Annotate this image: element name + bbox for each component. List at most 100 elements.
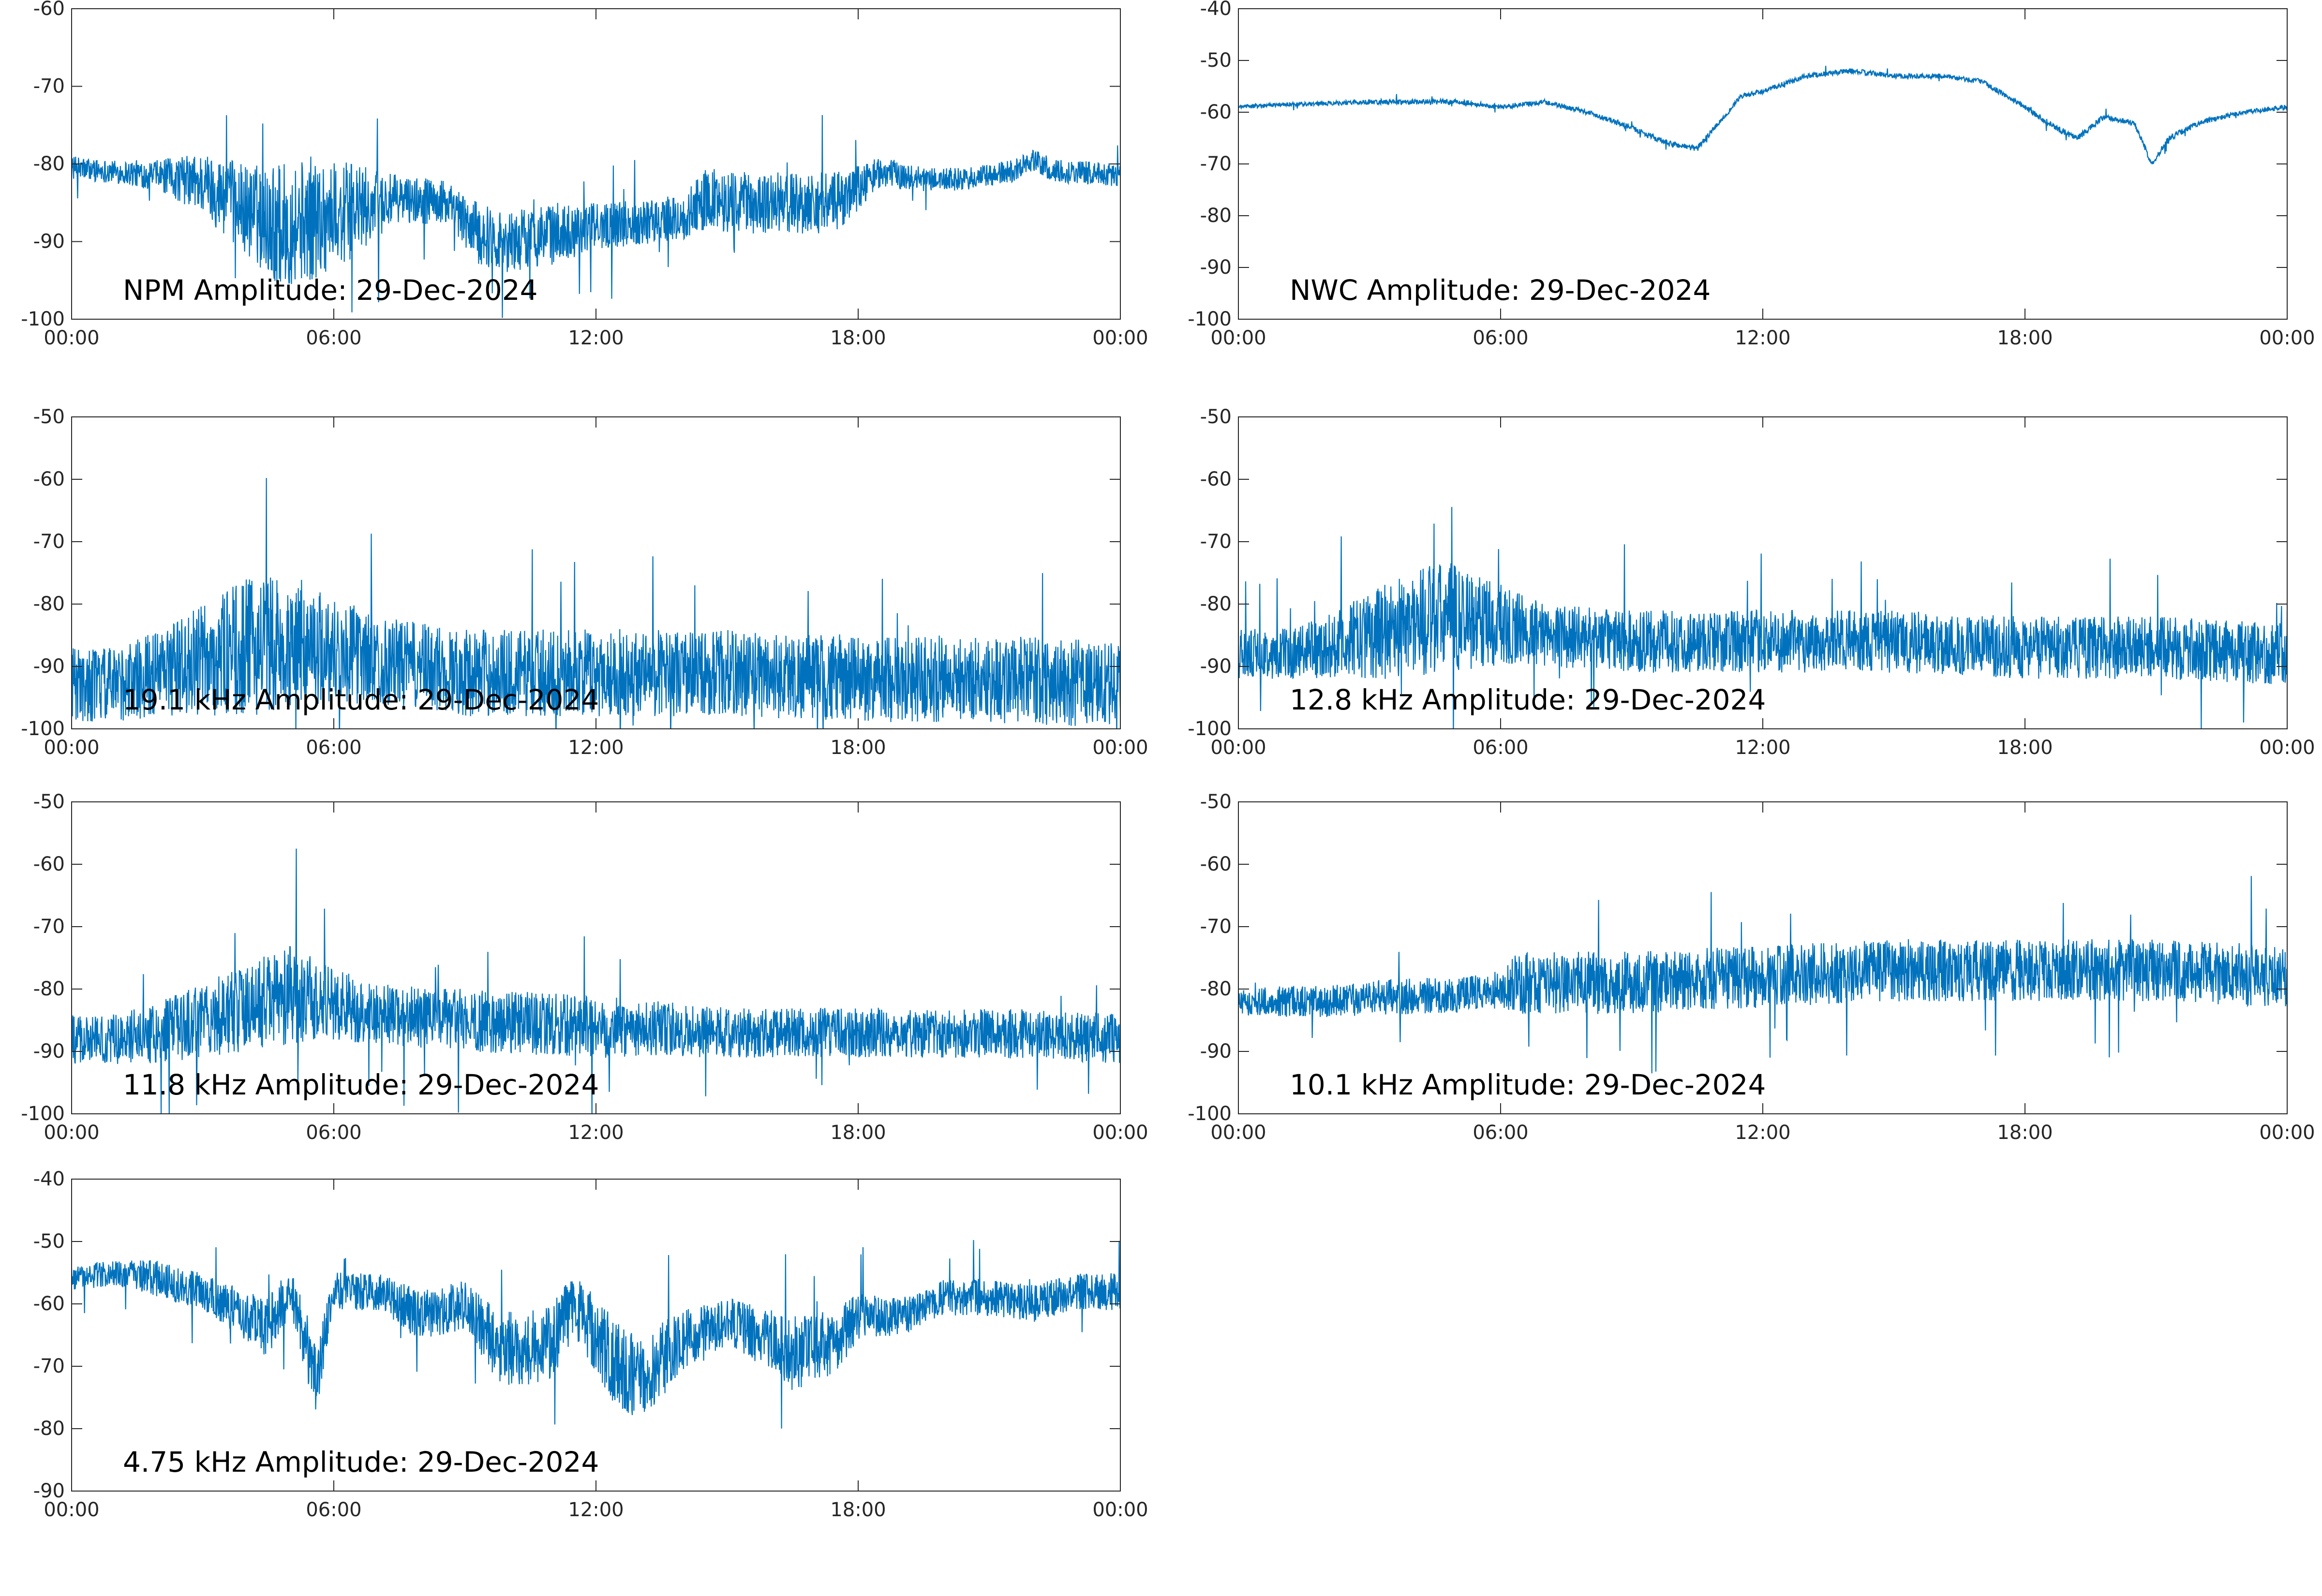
y-tick-label: -90 bbox=[33, 655, 65, 678]
y-tick-label: -90 bbox=[33, 1040, 65, 1063]
x-tick-label: 12:00 bbox=[568, 1122, 624, 1144]
y-tick-label: -60 bbox=[33, 1293, 65, 1315]
chart-title: 10.1 kHz Amplitude: 29-Dec-2024 bbox=[1290, 1068, 1766, 1101]
y-tick-label: -100 bbox=[1188, 718, 1232, 740]
x-tick-label: 00:00 bbox=[44, 737, 99, 759]
y-tick-label: -40 bbox=[1200, 0, 1232, 20]
series-line-1 bbox=[1238, 876, 2287, 1074]
y-tick-label: -80 bbox=[33, 1418, 65, 1440]
x-tick-label: 18:00 bbox=[1997, 327, 2053, 349]
x-tick-label: 06:00 bbox=[1473, 1122, 1528, 1144]
x-tick-label: 06:00 bbox=[306, 327, 361, 349]
chart-title: NPM Amplitude: 29-Dec-2024 bbox=[123, 274, 538, 307]
y-tick-label: -70 bbox=[1200, 916, 1232, 938]
y-tick-label: -80 bbox=[1200, 593, 1232, 615]
x-tick-label: 00:00 bbox=[44, 327, 99, 349]
x-tick-label: 12:00 bbox=[568, 327, 624, 349]
y-tick-label: -100 bbox=[21, 308, 65, 330]
x-tick-label: 06:00 bbox=[306, 1499, 361, 1521]
x-tick-label: 18:00 bbox=[830, 1499, 886, 1521]
series-line-1 bbox=[72, 1240, 1120, 1429]
x-tick-label: 00:00 bbox=[1092, 1499, 1148, 1521]
y-tick-label: -60 bbox=[33, 468, 65, 490]
x-tick-label: 00:00 bbox=[2259, 1122, 2315, 1144]
chart-title: 4.75 kHz Amplitude: 29-Dec-2024 bbox=[123, 1446, 599, 1478]
x-tick-label: 00:00 bbox=[1092, 737, 1148, 759]
y-tick-label: -70 bbox=[33, 75, 65, 98]
y-tick-label: -100 bbox=[1188, 308, 1232, 330]
y-tick-label: -60 bbox=[1200, 101, 1232, 123]
chart-title: 19.1 kHz Amplitude: 29-Dec-2024 bbox=[123, 683, 599, 716]
y-tick-label: -70 bbox=[1200, 531, 1232, 553]
y-tick-label: -90 bbox=[33, 1480, 65, 1502]
y-tick-label: -70 bbox=[1200, 153, 1232, 175]
x-tick-label: 00:00 bbox=[1092, 327, 1148, 349]
chart-title: NWC Amplitude: 29-Dec-2024 bbox=[1290, 274, 1711, 307]
x-tick-label: 12:00 bbox=[1735, 737, 1790, 759]
y-tick-label: -100 bbox=[21, 1103, 65, 1125]
y-tick-label: -60 bbox=[1200, 468, 1232, 490]
series-line-1 bbox=[72, 478, 1120, 729]
x-tick-label: 00:00 bbox=[2259, 737, 2315, 759]
y-tick-label: -80 bbox=[1200, 978, 1232, 1000]
series-line-1 bbox=[72, 115, 1120, 318]
chart-title: 12.8 kHz Amplitude: 29-Dec-2024 bbox=[1290, 683, 1766, 716]
y-tick-label: -50 bbox=[33, 406, 65, 428]
x-tick-label: 00:00 bbox=[1210, 737, 1266, 759]
y-tick-label: -80 bbox=[33, 978, 65, 1000]
y-tick-label: -80 bbox=[33, 153, 65, 175]
y-tick-label: -70 bbox=[33, 1355, 65, 1377]
x-tick-label: 06:00 bbox=[306, 737, 361, 759]
x-tick-label: 12:00 bbox=[1735, 327, 1790, 349]
x-tick-label: 00:00 bbox=[44, 1499, 99, 1521]
y-tick-label: -50 bbox=[33, 791, 65, 813]
y-tick-label: -50 bbox=[1200, 49, 1232, 72]
y-tick-label: -60 bbox=[1200, 853, 1232, 875]
x-tick-label: 12:00 bbox=[568, 1499, 624, 1521]
y-tick-label: -50 bbox=[1200, 791, 1232, 813]
y-tick-label: -60 bbox=[33, 0, 65, 20]
chart-title: 11.8 kHz Amplitude: 29-Dec-2024 bbox=[123, 1068, 599, 1101]
x-tick-label: 06:00 bbox=[1473, 737, 1528, 759]
x-tick-label: 00:00 bbox=[44, 1122, 99, 1144]
x-tick-label: 12:00 bbox=[1735, 1122, 1790, 1144]
y-tick-label: -60 bbox=[33, 853, 65, 875]
x-tick-label: 18:00 bbox=[830, 737, 886, 759]
x-tick-label: 18:00 bbox=[830, 1122, 886, 1144]
series-line-1 bbox=[1238, 65, 2287, 165]
x-tick-label: 18:00 bbox=[1997, 737, 2053, 759]
y-tick-label: -90 bbox=[1200, 256, 1232, 279]
y-tick-label: -50 bbox=[1200, 406, 1232, 428]
x-tick-label: 00:00 bbox=[1210, 1122, 1266, 1144]
x-tick-label: 00:00 bbox=[2259, 327, 2315, 349]
x-tick-label: 00:00 bbox=[1210, 327, 1266, 349]
y-tick-label: -90 bbox=[1200, 655, 1232, 678]
x-tick-label: 18:00 bbox=[830, 327, 886, 349]
y-tick-label: -80 bbox=[1200, 205, 1232, 227]
series-line-1 bbox=[72, 848, 1120, 1114]
y-tick-label: -70 bbox=[33, 531, 65, 553]
y-tick-label: -90 bbox=[33, 231, 65, 253]
y-tick-label: -100 bbox=[21, 718, 65, 740]
y-tick-label: -50 bbox=[33, 1230, 65, 1253]
x-tick-label: 12:00 bbox=[568, 737, 624, 759]
y-tick-label: -90 bbox=[1200, 1040, 1232, 1063]
x-tick-label: 06:00 bbox=[1473, 327, 1528, 349]
y-tick-label: -40 bbox=[33, 1168, 65, 1190]
y-tick-label: -70 bbox=[33, 916, 65, 938]
y-tick-label: -100 bbox=[1188, 1103, 1232, 1125]
x-tick-label: 00:00 bbox=[1092, 1122, 1148, 1144]
y-tick-label: -80 bbox=[33, 593, 65, 615]
x-tick-label: 18:00 bbox=[1997, 1122, 2053, 1144]
series-line-1 bbox=[1238, 507, 2287, 729]
x-tick-label: 06:00 bbox=[306, 1122, 361, 1144]
